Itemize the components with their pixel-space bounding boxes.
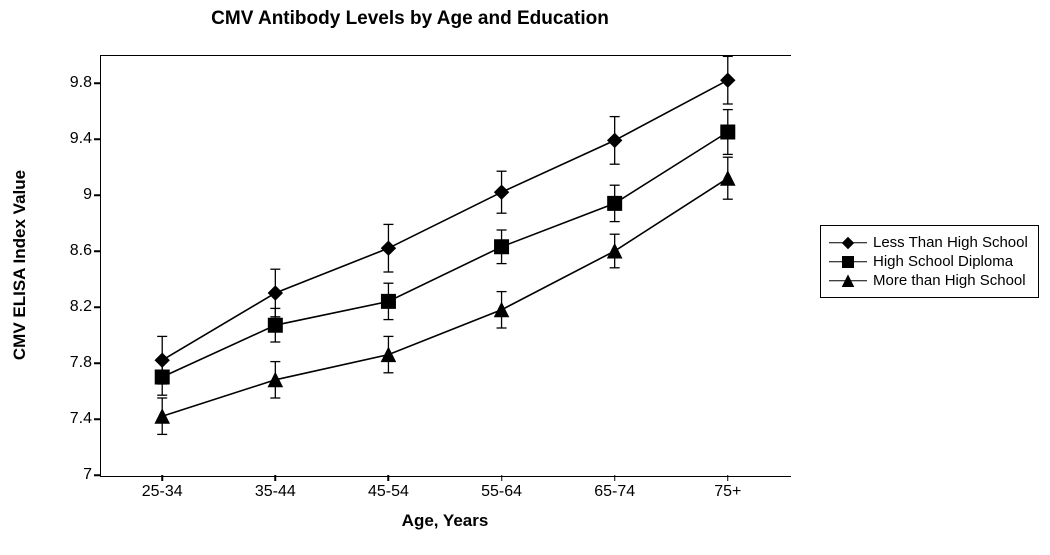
xtick-label: 55-64 (481, 483, 522, 501)
chart-container: CMV Antibody Levels by Age and Education… (0, 0, 1050, 555)
ytick-mark (94, 194, 100, 196)
marker-diamond (268, 286, 282, 300)
legend-swatch (829, 235, 867, 251)
marker-triangle (268, 373, 282, 387)
ytick-label: 9.4 (32, 130, 92, 148)
xtick-mark (727, 475, 729, 481)
xtick-mark (275, 475, 277, 481)
ytick-label: 7 (32, 466, 92, 484)
ytick-label: 9 (32, 186, 92, 204)
marker-square (155, 370, 169, 384)
xtick-label: 65-74 (594, 483, 635, 501)
y-axis-label: CMV ELISA Index Value (10, 170, 30, 360)
ytick-mark (94, 418, 100, 420)
xtick-mark (501, 475, 503, 481)
ytick-mark (94, 82, 100, 84)
plot-wrap: CMV ELISA Index Value Age, Years 77.47.8… (100, 55, 790, 475)
marker-diamond (608, 133, 622, 147)
marker-square (381, 294, 395, 308)
marker-triangle (495, 303, 509, 317)
series-line (162, 132, 728, 377)
legend-swatch (829, 273, 867, 289)
xtick-label: 35-44 (255, 483, 296, 501)
ytick-mark (94, 362, 100, 364)
legend-row: High School Diploma (829, 253, 1028, 270)
marker-diamond (721, 73, 735, 87)
series-line (162, 80, 728, 360)
chart-title: CMV Antibody Levels by Age and Education (0, 8, 820, 30)
ytick-label: 7.4 (32, 410, 92, 428)
marker-triangle (721, 171, 735, 185)
marker-diamond (381, 241, 395, 255)
legend: Less Than High School High School Diploma… (820, 225, 1039, 298)
chart-svg (100, 55, 790, 475)
marker-square (268, 318, 282, 332)
xtick-mark (614, 475, 616, 481)
xtick-mark (161, 475, 163, 481)
ytick-label: 9.8 (32, 74, 92, 92)
xtick-label: 45-54 (368, 483, 409, 501)
ytick-label: 8.6 (32, 242, 92, 260)
series-line (162, 178, 728, 416)
triangle-icon (843, 275, 854, 286)
diamond-icon (843, 237, 854, 248)
xtick-label: 25-34 (142, 483, 183, 501)
legend-label: High School Diploma (873, 253, 1013, 270)
marker-diamond (495, 185, 509, 199)
marker-square (608, 196, 622, 210)
xtick-label: 75+ (714, 483, 741, 501)
legend-row: More than High School (829, 272, 1028, 289)
ytick-label: 8.2 (32, 298, 92, 316)
marker-triangle (381, 348, 395, 362)
legend-label: Less Than High School (873, 234, 1028, 251)
ytick-mark (94, 138, 100, 140)
ytick-mark (94, 474, 100, 476)
marker-triangle (155, 409, 169, 423)
square-icon (843, 256, 854, 267)
legend-row: Less Than High School (829, 234, 1028, 251)
x-axis-label: Age, Years (100, 511, 790, 531)
legend-label: More than High School (873, 272, 1026, 289)
ytick-label: 7.8 (32, 354, 92, 372)
xtick-mark (388, 475, 390, 481)
marker-triangle (608, 244, 622, 258)
ytick-mark (94, 306, 100, 308)
legend-swatch (829, 254, 867, 270)
marker-square (721, 125, 735, 139)
ytick-mark (94, 250, 100, 252)
marker-square (495, 240, 509, 254)
